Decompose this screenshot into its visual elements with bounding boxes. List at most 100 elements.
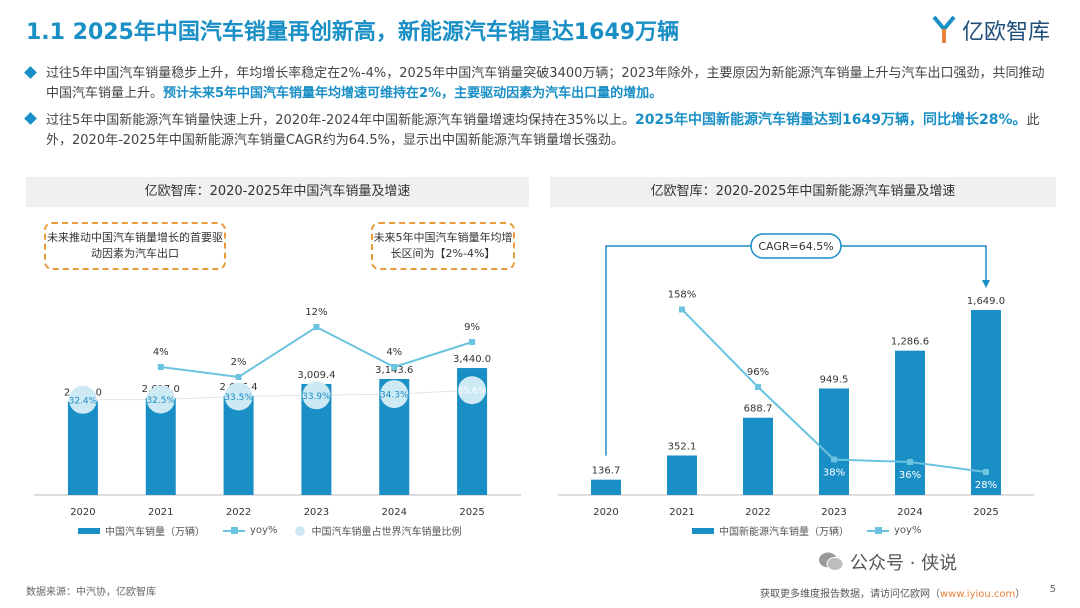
legend-circle-swatch: [295, 525, 306, 536]
bar-2022: [223, 395, 254, 495]
legend-line-label: yoy%: [894, 525, 922, 536]
wechat-label: 公众号 · 侠说: [850, 553, 958, 574]
share-circle: [302, 381, 331, 410]
bullet-diamond-icon: [24, 112, 37, 125]
x-tick-label: 2021: [148, 507, 173, 517]
legend-line-item: yoy%: [867, 525, 921, 536]
bar-value-label: 688.7: [744, 404, 773, 415]
footer-promo-text: 获取更多维度报告数据，请访问亿欧网（: [760, 589, 940, 600]
share-value-label: 32.5%: [146, 396, 175, 406]
yoy-point: [907, 459, 913, 465]
yoy-point: [983, 469, 989, 475]
bar-2021: [667, 455, 697, 495]
yoy-value-label: 12%: [305, 307, 327, 318]
bar-2025: [971, 309, 1001, 495]
legend-bar-swatch: [78, 527, 100, 534]
left-legend: 中国汽车销量（万辆） yoy% 中国汽车销量占世界汽车销量比例: [78, 523, 479, 538]
wechat-icon: [819, 552, 844, 571]
nev-sales-chart: 136.7 2020 352.1 2021 688.7 2022 949.5 2023 1,28…: [558, 233, 1034, 517]
share-circle: [68, 385, 97, 414]
yoy-point: [235, 374, 242, 380]
legend-line-swatch: [867, 526, 889, 534]
yoy-value-label: 9%: [464, 322, 480, 333]
bar-value-label: 136.7: [592, 466, 621, 477]
legend-bar-swatch: [692, 527, 714, 534]
logo-text: 亿欧智库: [961, 20, 1050, 45]
yoy-value-label: 38%: [823, 468, 845, 479]
bullet-diamond-icon: [24, 66, 37, 79]
footer-promo: 获取更多维度报告数据，请访问亿欧网（www.iyiou.com）: [760, 585, 1025, 600]
left-chart-header: 亿欧智库：2020-2025年中国汽车销量及增速: [26, 177, 529, 207]
x-tick-label: 2021: [669, 507, 694, 517]
x-tick-label: 2025: [459, 507, 484, 517]
bar-2020: [591, 479, 621, 495]
brand-logo: 亿欧智库: [932, 14, 1050, 46]
yoy-point: [679, 306, 685, 313]
yoy-value-label: 2%: [231, 357, 247, 368]
page-title: 1.1 2025年中国汽车销量再创新高，新能源汽车销量达1649万辆: [26, 20, 680, 45]
share-circle: [380, 380, 409, 409]
share-value-label: 35.6%: [458, 387, 487, 397]
bar-value-label: 949.5: [820, 374, 849, 385]
yoy-point: [391, 364, 398, 370]
bullet-2-text: 过往5年中国新能源汽车销量快速上升，2020年-2024年中国新能源汽车销量增速…: [46, 113, 636, 128]
bar-2020: [67, 401, 98, 495]
note-export-driver: 未来推动中国汽车销量增长的首要驱动因素为汽车出口: [44, 222, 226, 270]
bar-value-label: 3,440.0: [453, 354, 491, 365]
legend-circle-item: 中国汽车销量占世界汽车销量比例: [295, 523, 461, 538]
yoy-point: [831, 456, 837, 463]
legend-line-label: yoy%: [250, 525, 278, 536]
yoy-point: [755, 384, 761, 390]
x-tick-label: 2023: [304, 507, 329, 517]
bar-value-label: 352.1: [668, 441, 697, 452]
legend-bar-label: 中国汽车销量（万辆）: [105, 527, 205, 538]
legend-circle-label: 中国汽车销量占世界汽车销量比例: [311, 527, 462, 538]
x-tick-label: 2020: [70, 507, 95, 517]
legend-bar-item: 中国汽车销量（万辆）: [78, 523, 205, 538]
cagr-arrow-icon: [982, 279, 990, 288]
data-source: 数据来源：中汽协，亿欧智库: [26, 587, 156, 598]
yoy-point: [157, 364, 164, 370]
share-circle: [224, 382, 253, 411]
legend-line-swatch: [223, 526, 245, 534]
logo-icon: [932, 15, 956, 43]
yoy-value-label: 28%: [975, 480, 997, 491]
bar-2023: [819, 388, 849, 495]
x-tick-label: 2020: [593, 507, 618, 517]
bullet-2-tail: 此外，2020年-2025年中国新能源汽车销量CAGR约为64.5%，显示出中国…: [46, 113, 1040, 148]
x-tick-label: 2022: [745, 507, 770, 517]
legend-bar-label: 中国新能源汽车销量（万辆）: [719, 527, 849, 538]
bar-2024: [895, 350, 925, 495]
yoy-point: [469, 339, 476, 345]
bar-2021: [145, 398, 176, 495]
right-chart-header: 亿欧智库：2020-2025年中国新能源汽车销量及增速: [550, 177, 1056, 207]
share-value-label: 34.3%: [380, 391, 409, 401]
footer-link[interactable]: www.iyiou.com: [940, 589, 1016, 600]
bar-value-label: 1,286.6: [891, 337, 929, 348]
bullet-2-highlight: 2025年中国新能源汽车销量达到1649万辆，同比增长28%。: [635, 112, 1027, 128]
x-tick-label: 2025: [973, 507, 998, 517]
bullet-1-text: 过往5年中国汽车销量稳步上升，年均增长率稳定在2%-4%，2025年中国汽车销量…: [46, 66, 1045, 101]
bullet-2: 过往5年中国新能源汽车销量快速上升，2020年-2024年中国新能源汽车销量增速…: [24, 110, 1056, 151]
yoy-value-label: 4%: [386, 347, 402, 358]
bullet-1-highlight: 预计未来5年中国汽车销量年均增速可维持在2%，主要驱动因素为汽车出口量的增加。: [163, 86, 663, 101]
bar-value-label: 3,143.6: [375, 365, 413, 376]
yoy-value-label: 158%: [668, 290, 697, 301]
x-tick-label: 2023: [821, 507, 846, 517]
cagr-label: CAGR=64.5%: [758, 240, 833, 253]
share-circle: [458, 376, 487, 405]
legend-line-item: yoy%: [223, 525, 277, 536]
car-sales-chart: 2,531.020202,627.020212,686.420223,009.4…: [34, 307, 521, 517]
note-growth-range: 未来5年中国汽车销量年均增长区间为【2%-4%】: [371, 222, 515, 270]
footer-promo-end: ）: [1015, 589, 1026, 600]
bar-value-label: 1,649.0: [967, 296, 1005, 307]
legend-bar-item: 中国新能源汽车销量（万辆）: [692, 523, 849, 538]
right-legend: 中国新能源汽车销量（万辆） yoy%: [692, 523, 939, 538]
bar-value-label: 3,009.4: [297, 370, 335, 381]
share-value-label: 33.5%: [224, 393, 253, 403]
bullet-1: 过往5年中国汽车销量稳步上升，年均增长率稳定在2%-4%，2025年中国汽车销量…: [24, 64, 1056, 104]
bar-2022: [743, 417, 773, 495]
yoy-value-label: 36%: [899, 470, 921, 481]
yoy-value-label: 4%: [153, 347, 169, 358]
wechat-account: 公众号 · 侠说: [818, 549, 957, 575]
